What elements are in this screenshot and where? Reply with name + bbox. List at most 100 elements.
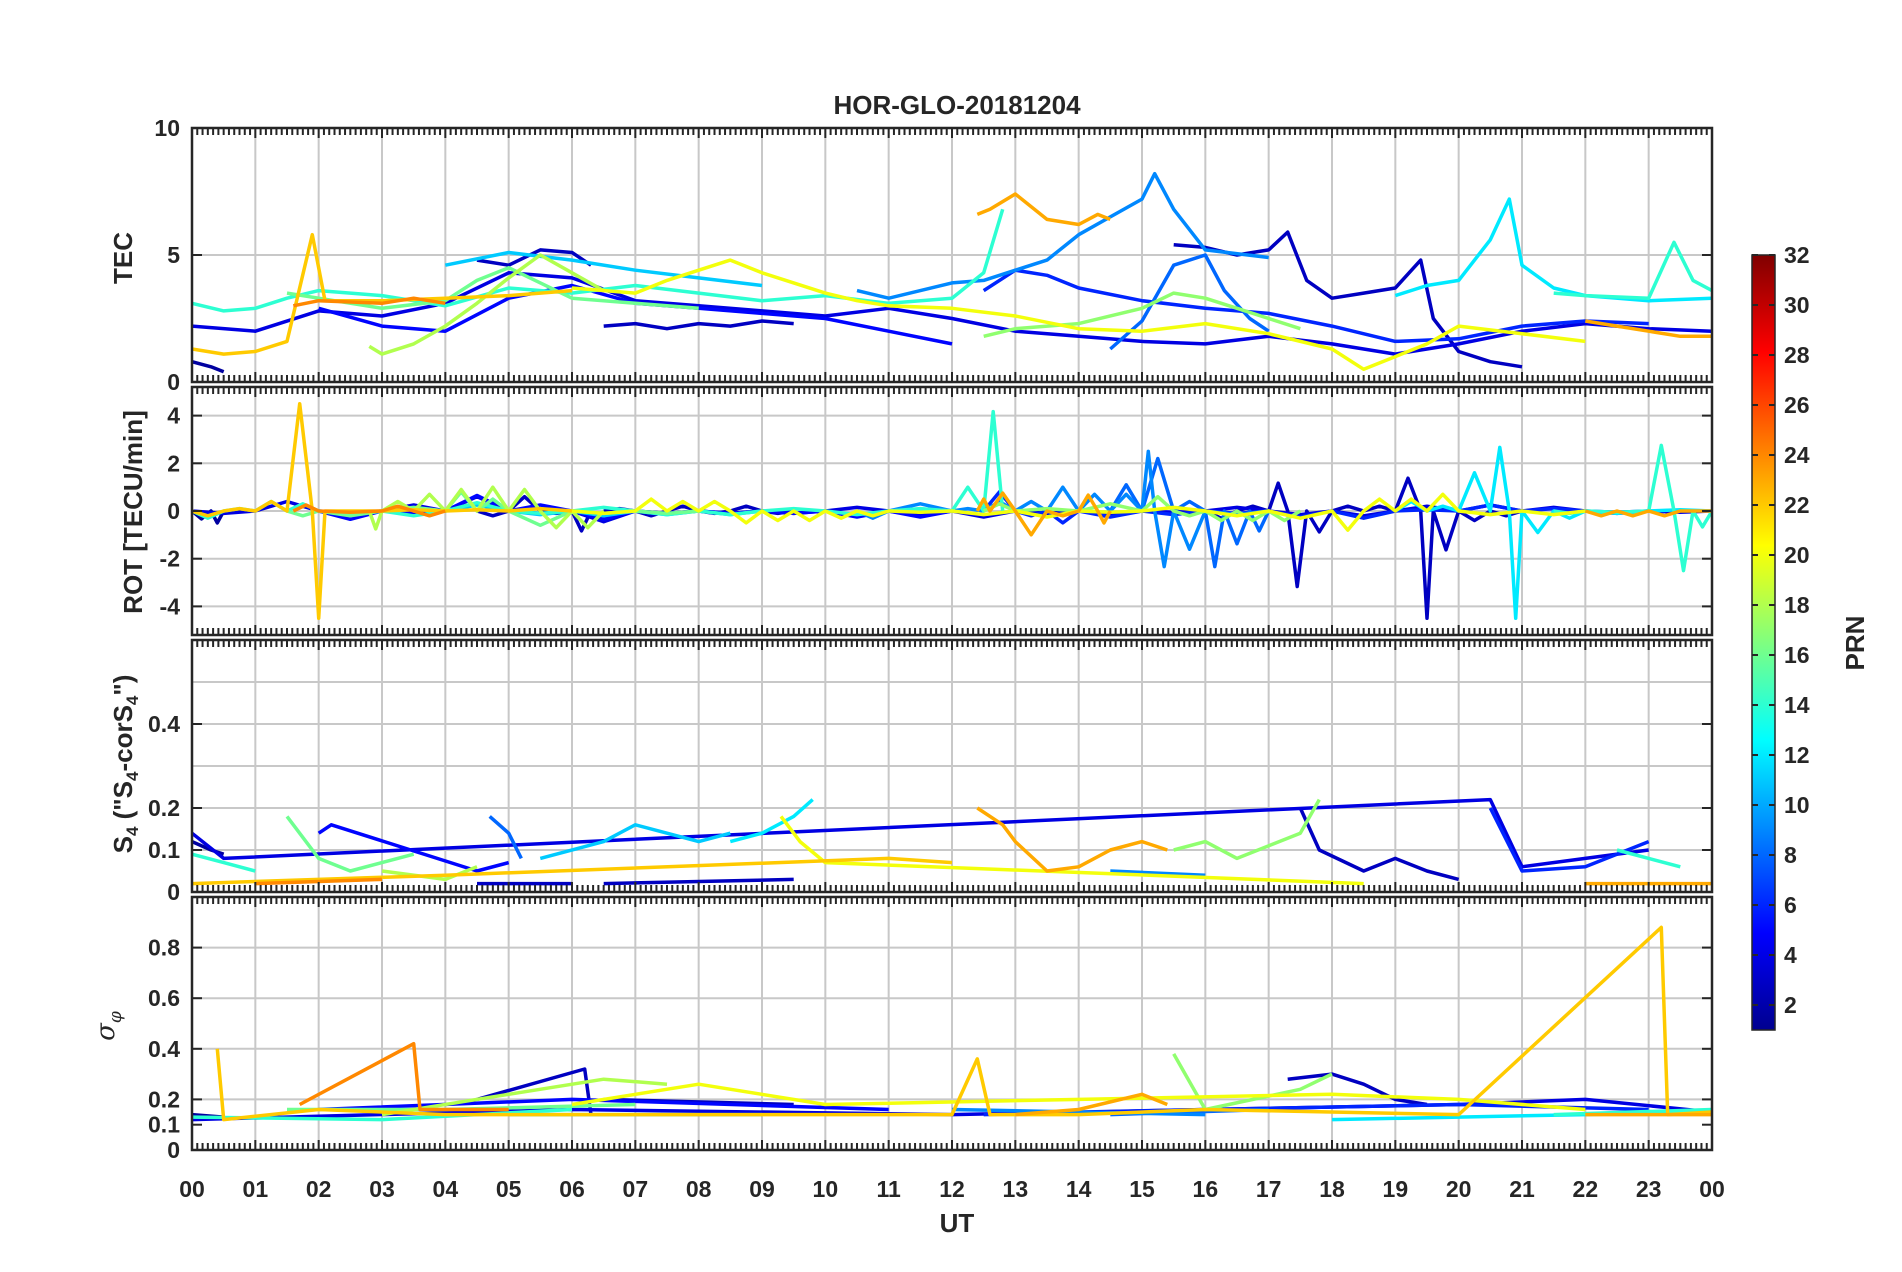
colorbar-tick-label: 28	[1784, 342, 1810, 368]
x-tick-label: 14	[1066, 1176, 1092, 1202]
colorbar-label: PRN	[1840, 616, 1870, 671]
x-tick-label: 09	[749, 1176, 775, 1202]
x-tick-label: 18	[1319, 1176, 1345, 1202]
series-line-prn-23	[1585, 319, 1712, 339]
series-line-prn-3	[1287, 1072, 1428, 1107]
series-line-prn-6	[982, 268, 1649, 344]
series-line-prn-14	[192, 409, 1005, 520]
series-line-prn-22	[192, 401, 573, 621]
series-line-prn-22	[192, 232, 573, 356]
colorbar-gradient	[1751, 254, 1776, 1031]
x-tick-label: 06	[559, 1176, 585, 1202]
y-tick-label-sigma: 0	[167, 1137, 180, 1163]
x-tick-label: 01	[243, 1176, 269, 1202]
x-tick-label: 08	[686, 1176, 712, 1202]
series-line-prn-14	[1553, 1107, 1712, 1117]
series-line-prn-12	[1394, 197, 1712, 303]
series-line-prn-20	[779, 815, 1364, 886]
y-tick-label-sigma: 0.4	[148, 1036, 180, 1062]
series-line-prn-3	[476, 248, 592, 267]
x-tick-label: 05	[496, 1176, 522, 1202]
x-tick-label: 00	[179, 1176, 205, 1202]
colorbar-tick-label: 16	[1784, 642, 1810, 668]
series-line-prn-3	[1173, 476, 1523, 621]
colorbar-tick-label: 22	[1784, 492, 1810, 518]
series-line-prn-14	[192, 852, 256, 873]
x-tick-label: 21	[1509, 1176, 1535, 1202]
colorbar-tick-label: 12	[1784, 742, 1810, 768]
x-tick-label: 20	[1446, 1176, 1472, 1202]
colorbar-tick-label: 2	[1784, 992, 1797, 1018]
colorbar-tick-label: 20	[1784, 542, 1810, 568]
y-tick-label-s4: 0.2	[148, 795, 180, 821]
y-tick-label-s4: 0.4	[148, 711, 180, 737]
y-label-tec: TEC	[108, 232, 138, 284]
series-group-tec	[192, 171, 1712, 374]
y-label-rot: ROT [TECU/min]	[118, 410, 148, 614]
y-tick-label-tec: 0	[167, 369, 180, 395]
colorbar-tick-label: 14	[1784, 692, 1810, 718]
series-line-prn-8	[488, 815, 523, 860]
x-tick-label: 22	[1573, 1176, 1599, 1202]
series-line-prn-16	[285, 815, 415, 873]
series-line-prn-23	[976, 192, 1111, 227]
series-line-prn-3	[603, 319, 794, 331]
series-line-prn-8	[1109, 253, 1270, 351]
x-tick-label: 03	[369, 1176, 395, 1202]
series-line-prn-24	[255, 877, 383, 886]
series-line-prn-9	[856, 171, 1269, 300]
x-tick-label: 17	[1256, 1176, 1282, 1202]
series-line-prn-17	[1172, 1053, 1333, 1112]
y-tick-label-sigma: 0.1	[148, 1112, 180, 1138]
y-tick-label-rot: -4	[160, 593, 181, 619]
colorbar-tick-label: 8	[1784, 842, 1797, 868]
x-tick-label: 19	[1383, 1176, 1409, 1202]
y-tick-label-sigma: 0.2	[148, 1086, 180, 1112]
x-tick-label: 23	[1636, 1176, 1662, 1202]
series-line-prn-17	[1173, 798, 1321, 861]
y-tick-label-rot: 2	[167, 450, 180, 476]
series-line-prn-23	[1015, 1092, 1168, 1117]
colorbar-tick-label: 26	[1784, 392, 1810, 418]
series-line-prn-23	[975, 491, 1112, 537]
series-line-prn-23	[1584, 509, 1712, 518]
series-line-prn-22	[215, 925, 1712, 1122]
series-line-prn-20	[571, 258, 1586, 372]
colorbar-tick-label: 30	[1784, 292, 1810, 318]
series-line-prn-11	[444, 250, 763, 288]
y-tick-label-sigma: 0.8	[148, 935, 180, 961]
series-line-prn-12	[729, 798, 814, 844]
x-tick-label: 12	[939, 1176, 965, 1202]
y-label-s4: S4 ("S4-corS4")	[108, 675, 142, 854]
x-tick-label: 07	[623, 1176, 649, 1202]
series-line-prn-14	[192, 208, 1005, 313]
series-line-prn-14	[1553, 240, 1712, 300]
x-tick-label: 02	[306, 1176, 332, 1202]
colorbar-tick-label: 6	[1784, 892, 1797, 918]
series-line-prn-9	[951, 1107, 1206, 1117]
series-line-prn-17	[983, 291, 1301, 339]
series-line-prn-6	[1488, 807, 1650, 873]
series-line-prn-23	[976, 806, 1168, 873]
series-layer	[192, 171, 1712, 1122]
series-line-prn-12	[1394, 445, 1712, 621]
chart-title: HOR-GLO-20181204	[833, 90, 1081, 120]
series-line-prn-24	[298, 1041, 509, 1112]
series-line-prn-14	[1616, 848, 1681, 869]
series-line-prn-9	[1110, 869, 1206, 877]
series-group-sigma	[192, 925, 1712, 1122]
y-tick-label-sigma: 0.6	[148, 985, 180, 1011]
series-line-prn-2	[192, 360, 225, 374]
grid-lines	[192, 128, 1712, 1150]
series-line-prn-11	[539, 823, 731, 861]
series-line-prn-4	[192, 797, 1649, 869]
y-tick-label-s4: 0	[167, 879, 180, 905]
series-line-prn-5	[317, 823, 510, 873]
x-tick-label: 00	[1699, 1176, 1725, 1202]
y-tick-label-rot: -2	[160, 546, 180, 572]
series-line-prn-5	[318, 1097, 889, 1112]
x-tick-label: 10	[813, 1176, 839, 1202]
